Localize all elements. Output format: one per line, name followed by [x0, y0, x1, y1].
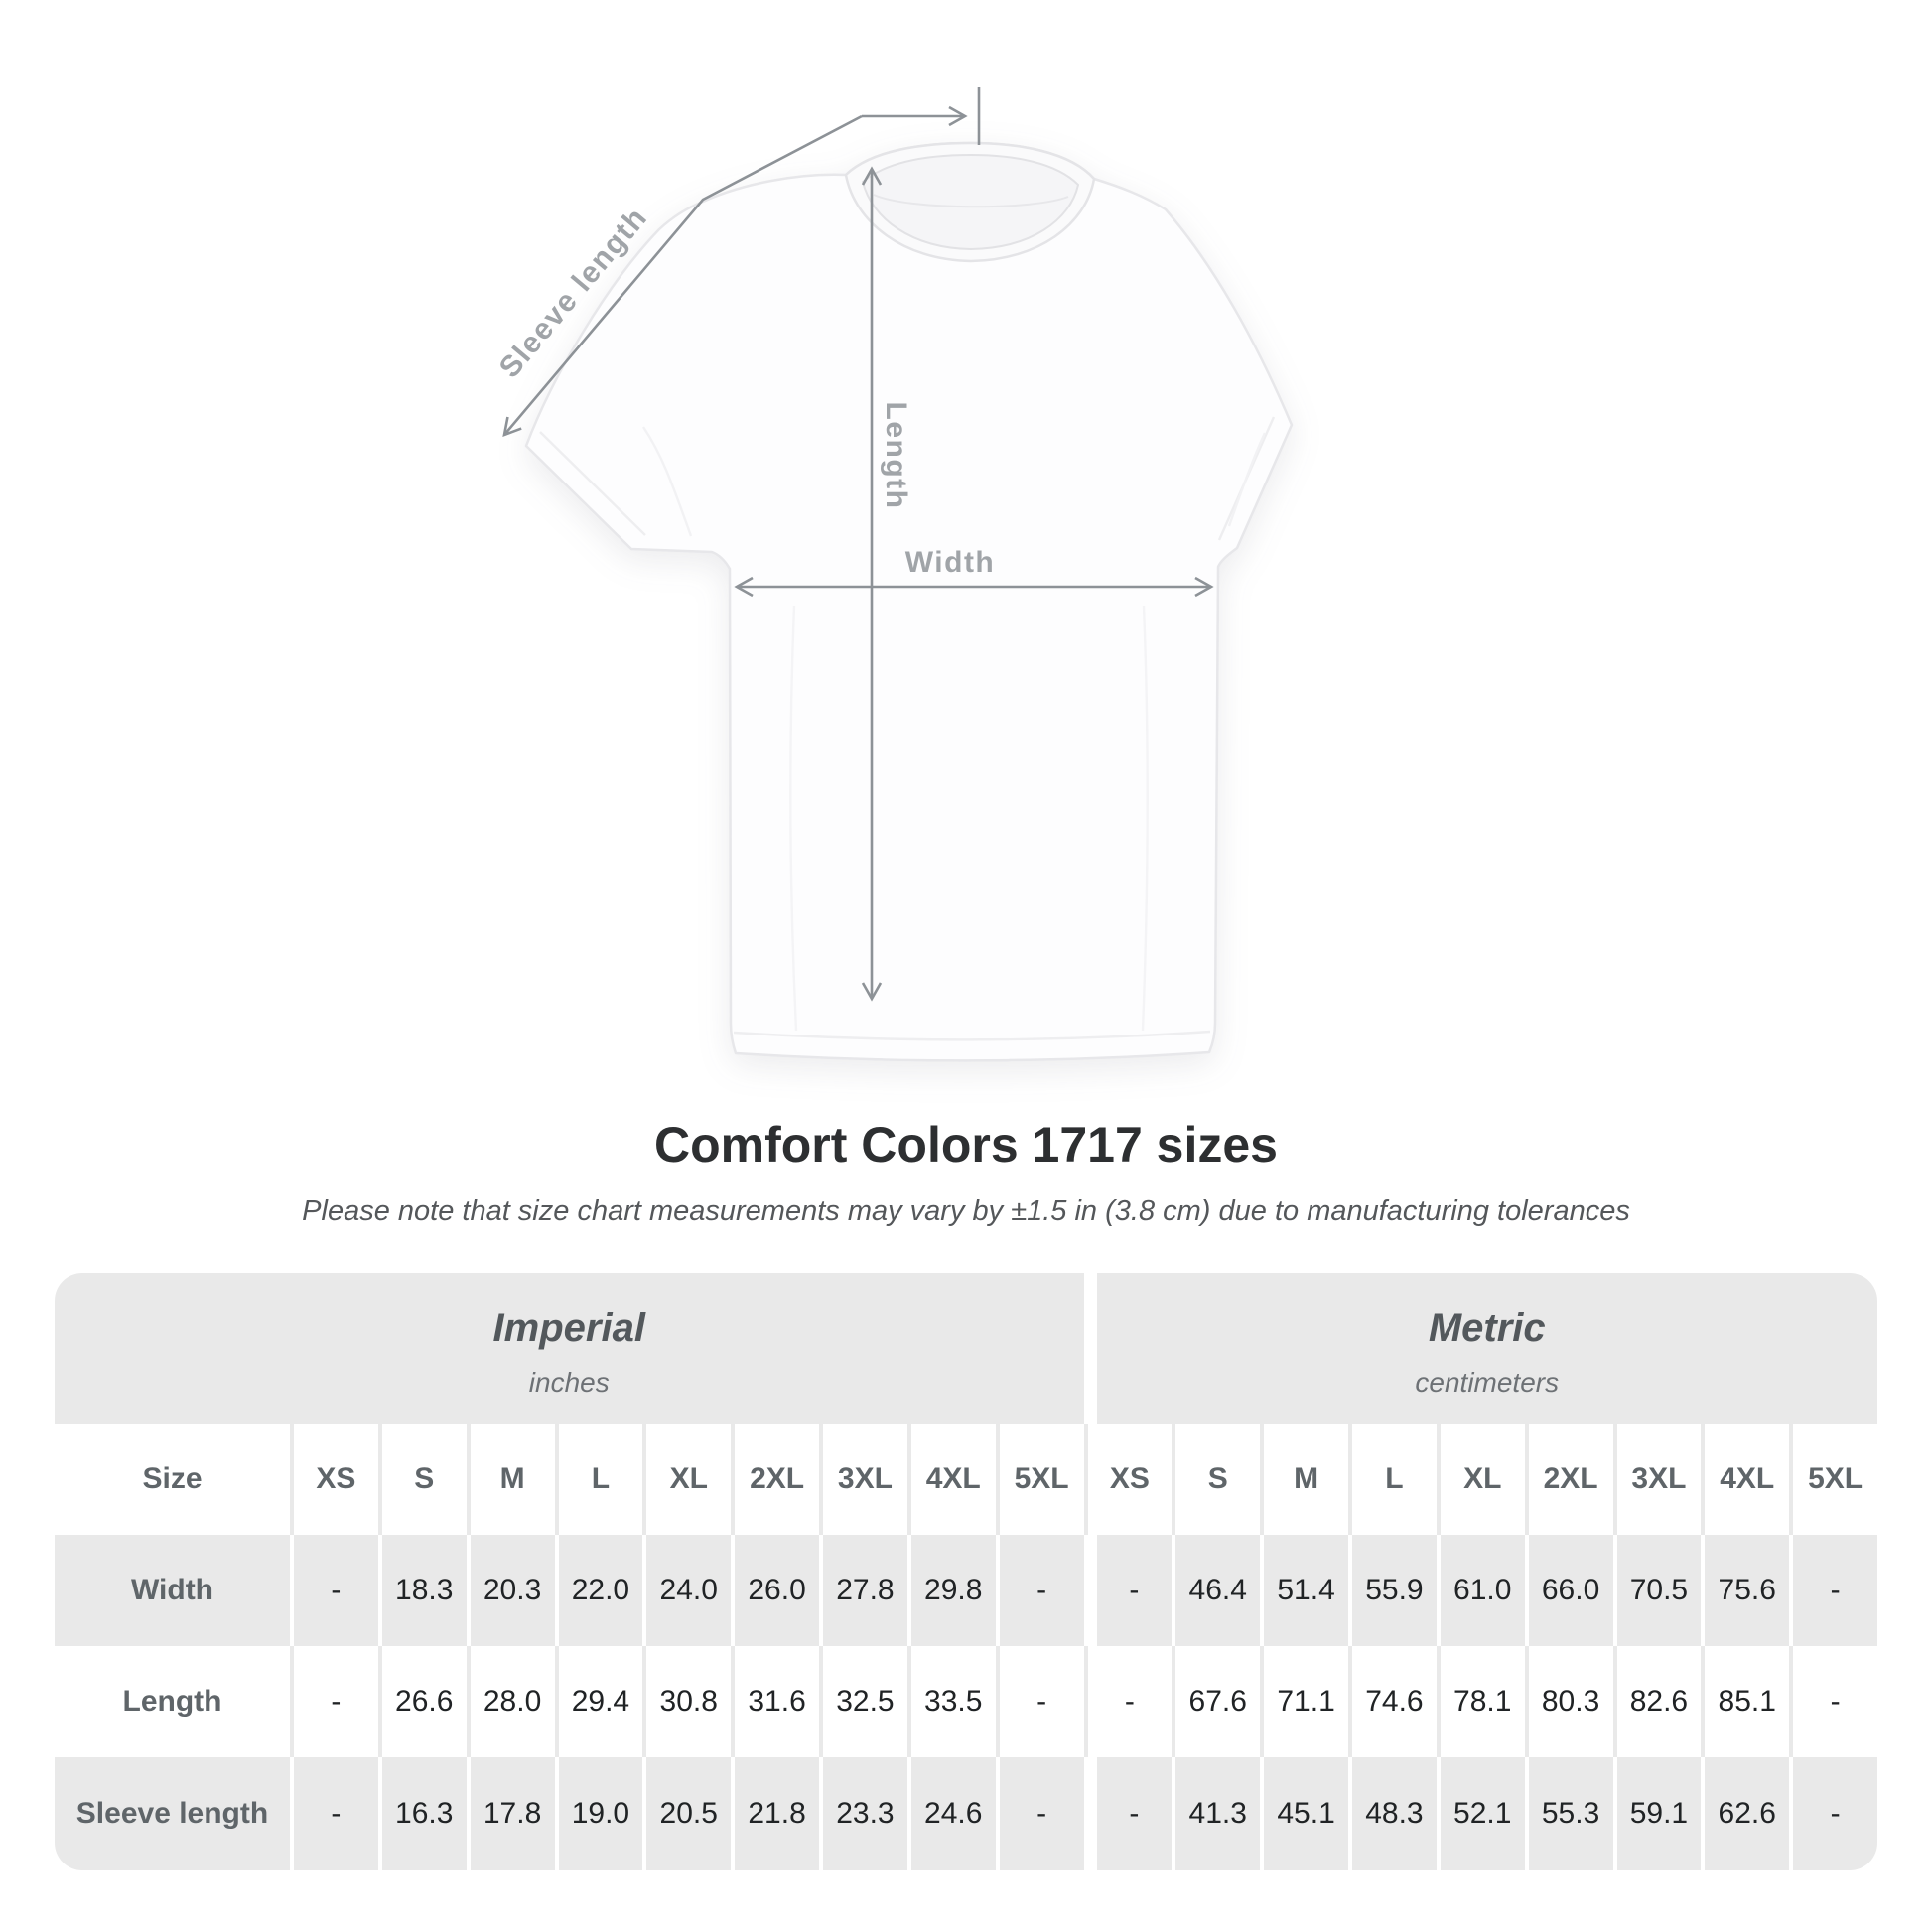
table-cell: - — [995, 1646, 1084, 1757]
size-header-cell: XS — [1083, 1424, 1173, 1535]
table-cell: 71.1 — [1260, 1646, 1348, 1757]
table-cell: 18.3 — [377, 1535, 467, 1646]
table-cell: 24.6 — [906, 1757, 996, 1870]
table-cell: - — [290, 1757, 378, 1870]
table-cell: 67.6 — [1172, 1646, 1261, 1757]
tshirt-image — [524, 141, 1294, 1062]
size-header-cell: 3XL — [1612, 1424, 1702, 1535]
table-cell: - — [1789, 1535, 1877, 1646]
size-header-cell: L — [1348, 1424, 1437, 1535]
table-cell: - — [995, 1535, 1084, 1646]
size-header-cell: 5XL — [1789, 1424, 1877, 1535]
table-cell: 31.6 — [731, 1646, 819, 1757]
table-cell: 26.6 — [377, 1646, 467, 1757]
table-cell: 62.6 — [1701, 1757, 1790, 1870]
table-cell: 70.5 — [1612, 1535, 1702, 1646]
table-cell: 20.3 — [466, 1535, 555, 1646]
table-cell: 26.0 — [731, 1535, 819, 1646]
table-cell: 17.8 — [466, 1757, 555, 1870]
table-cell: 32.5 — [819, 1646, 907, 1757]
table-cell: 33.5 — [906, 1646, 996, 1757]
table-cell: - — [1789, 1646, 1877, 1757]
table-cell: 51.4 — [1260, 1535, 1348, 1646]
width-label: Width — [905, 546, 996, 579]
tolerance-note: Please note that size chart measurements… — [302, 1195, 1630, 1227]
size-header-cell: 3XL — [819, 1424, 907, 1535]
size-header-cell: L — [554, 1424, 643, 1535]
unit-group-metric-sublabel: centimeters — [1415, 1366, 1560, 1398]
table-cell: 27.8 — [819, 1535, 907, 1646]
table-cell: 21.8 — [731, 1757, 819, 1870]
table-cell: 30.8 — [642, 1646, 732, 1757]
table-cell: 29.4 — [554, 1646, 643, 1757]
table-cell: 24.0 — [642, 1535, 732, 1646]
table-cell: 55.9 — [1348, 1535, 1437, 1646]
size-header-cell: M — [466, 1424, 555, 1535]
size-header-cell: M — [1260, 1424, 1348, 1535]
size-header-cell: 5XL — [995, 1424, 1084, 1535]
table-cell: 55.3 — [1524, 1757, 1613, 1870]
table-cell: 52.1 — [1436, 1757, 1525, 1870]
unit-group-imperial: Imperial inches — [55, 1273, 1084, 1424]
size-header-cell: XL — [1436, 1424, 1525, 1535]
measurement-arrows — [502, 87, 1214, 1002]
unit-group-imperial-label: Imperial — [492, 1306, 645, 1350]
table-cell: - — [290, 1646, 378, 1757]
size-header-cell: S — [1172, 1424, 1261, 1535]
table-cell: 46.4 — [1172, 1535, 1261, 1646]
size-header-cell: 2XL — [1524, 1424, 1613, 1535]
table-cell: - — [290, 1535, 378, 1646]
size-header-cell: XS — [290, 1424, 378, 1535]
table-cell: 75.6 — [1701, 1535, 1790, 1646]
length-label: Length — [880, 402, 912, 510]
table-cell: 28.0 — [466, 1646, 555, 1757]
size-header-cell: XL — [642, 1424, 732, 1535]
table-cell: 85.1 — [1701, 1646, 1790, 1757]
size-header-cell: 4XL — [906, 1424, 996, 1535]
size-header-cell: 4XL — [1701, 1424, 1790, 1535]
table-cell: 29.8 — [906, 1535, 996, 1646]
table-cell: 78.1 — [1436, 1646, 1525, 1757]
unit-group-imperial-sublabel: inches — [528, 1366, 610, 1398]
table-cell: 82.6 — [1612, 1646, 1702, 1757]
row-label-sleeve-length: Sleeve length — [55, 1757, 290, 1870]
row-label-length: Length — [55, 1646, 290, 1757]
table-cell: 20.5 — [642, 1757, 732, 1870]
size-table: Imperial inches Metric centimeters Size … — [55, 1273, 1877, 1870]
table-cell: 23.3 — [819, 1757, 907, 1870]
table-cell: - — [1083, 1757, 1173, 1870]
page-title: Comfort Colors 1717 sizes — [654, 1117, 1278, 1173]
table-cell: 59.1 — [1612, 1757, 1702, 1870]
table-cell: - — [995, 1757, 1084, 1870]
row-label-width: Width — [55, 1535, 290, 1646]
table-cell: 61.0 — [1436, 1535, 1525, 1646]
table-cell: - — [1083, 1535, 1173, 1646]
unit-group-metric-label: Metric — [1428, 1306, 1546, 1350]
size-header-cell: S — [377, 1424, 467, 1535]
table-cell: 74.6 — [1348, 1646, 1437, 1757]
table-cell: 22.0 — [554, 1535, 643, 1646]
table-cell: 48.3 — [1348, 1757, 1437, 1870]
table-cell: 66.0 — [1524, 1535, 1613, 1646]
table-cell: - — [1083, 1646, 1173, 1757]
table-cell: 45.1 — [1260, 1757, 1348, 1870]
sleeve-length-arrow-diagonal — [502, 114, 863, 438]
table-cell: - — [1789, 1757, 1877, 1870]
size-header-cell: 2XL — [731, 1424, 819, 1535]
table-cell: 16.3 — [377, 1757, 467, 1870]
table-cell: 41.3 — [1172, 1757, 1261, 1870]
table-cell: 19.0 — [554, 1757, 643, 1870]
unit-group-metric: Metric centimeters — [1083, 1273, 1877, 1424]
tshirt-measurement-diagram: Sleeve length Length Width — [493, 87, 1294, 1062]
size-column-header: Size — [55, 1424, 290, 1535]
table-cell: 80.3 — [1524, 1646, 1613, 1757]
